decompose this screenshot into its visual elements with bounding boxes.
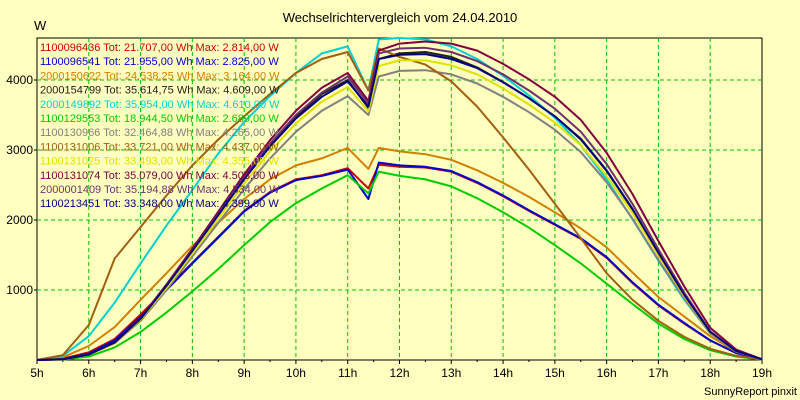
- footer-credit: SunnyReport pinxit: [704, 386, 797, 398]
- x-tick-label: 12h: [389, 366, 409, 380]
- legend-entry: 1100130966 Tot: 32.464,88 Wh Max: 4.265,…: [40, 127, 279, 139]
- x-tick-label: 15h: [545, 366, 565, 380]
- x-tick-label: 7h: [134, 366, 147, 380]
- series-line-8: [36, 47, 763, 361]
- y-axis-label: W: [34, 18, 47, 33]
- y-tick-label: 3000: [6, 143, 33, 157]
- legend-entry: 1100131025 Tot: 33.493,00 Wh Max: 4.355,…: [40, 156, 279, 168]
- x-tick-label: 5h: [30, 366, 43, 380]
- x-tick-label: 18h: [700, 366, 720, 380]
- x-tick-label: 16h: [597, 366, 617, 380]
- y-tick-label: 4000: [6, 73, 33, 87]
- x-axis-ticks: 5h 6h 7h 8h 9h 10h 11h 12h 13h 14h 15h 16h 17h 18h 19h: [30, 360, 772, 380]
- series-line-9: [36, 59, 763, 361]
- series-lines: [36, 37, 763, 361]
- legend-entry: 1100131006 Tot: 33.721,00 Wh Max: 4.437,…: [40, 141, 279, 153]
- legend-entry: 2000154799 Tot: 35.614,75 Wh Max: 4.609,…: [40, 85, 280, 97]
- x-tick-label: 9h: [237, 366, 250, 380]
- legend-entry: 1100131074 Tot: 35.079,00 Wh Max: 4.503,…: [40, 170, 279, 182]
- y-tick-label: 1000: [6, 283, 33, 297]
- legend-entry: 2000149892 Tot: 35.954,00 Wh Max: 4.610,…: [40, 99, 280, 111]
- legend-entry: 1100096541 Tot: 21.955,00 Wh Max: 2.825,…: [40, 56, 279, 68]
- x-tick-label: 10h: [286, 366, 306, 380]
- y-axis-ticks: 1000 2000 3000 4000: [6, 73, 37, 297]
- x-tick-label: 13h: [441, 366, 461, 380]
- series-line-3: [36, 146, 763, 361]
- legend-entry: 1100213451 Tot: 33.348,00 Wh Max: 4.399,…: [40, 198, 279, 210]
- series-line-12: [36, 53, 763, 361]
- x-tick-label: 19h: [752, 366, 772, 380]
- x-tick-label: 8h: [186, 366, 199, 380]
- y-tick-label: 2000: [6, 213, 33, 227]
- series-line-6: [36, 170, 763, 361]
- legend-entry: 2000150622 Tot: 24.538,25 Wh Max: 3.164,…: [40, 70, 280, 82]
- x-tick-label: 6h: [82, 366, 95, 380]
- legend-entry: 2000001409 Tot: 35.194,88 Wh Max: 4.534,…: [40, 184, 280, 196]
- legend-entry: 1100096436 Tot: 21.707,00 Wh Max: 2.814,…: [40, 42, 279, 54]
- x-tick-label: 17h: [648, 366, 668, 380]
- legend: 1100096436 Tot: 21.707,00 Wh Max: 2.814,…: [40, 42, 280, 210]
- x-tick-label: 14h: [493, 366, 513, 380]
- series-line-7: [36, 69, 763, 361]
- chart-title: Wechselrichtervergleich vom 24.04.2010: [283, 10, 518, 25]
- legend-entry: 1100129553 Tot: 18.944,50 Wh Max: 2.689,…: [40, 113, 279, 125]
- x-tick-label: 11h: [338, 366, 357, 380]
